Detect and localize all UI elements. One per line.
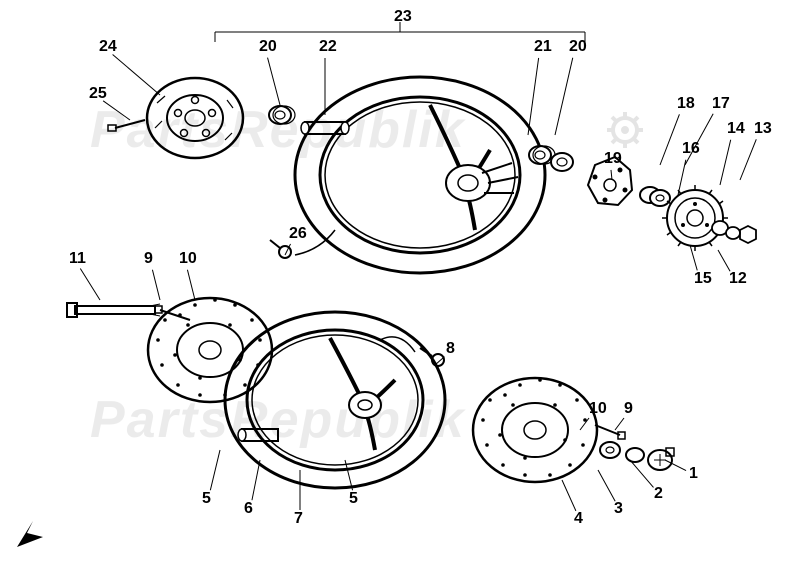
callout-10b: 10 [589,400,607,418]
callout-22: 22 [319,38,337,56]
callout-5b: 5 [349,490,358,508]
callout-26: 26 [289,225,307,243]
callout-19: 19 [604,150,622,168]
callout-2: 2 [654,485,663,503]
callout-12: 12 [729,270,747,288]
callout-16: 16 [682,140,700,158]
callout-24: 24 [99,38,117,56]
callout-25: 25 [89,85,107,103]
callout-3: 3 [614,500,623,518]
callout-4: 4 [574,510,583,528]
callout-7: 7 [294,510,303,528]
callout-10a: 10 [179,250,197,268]
orientation-arrow-icon [15,519,45,549]
callout-11: 11 [69,250,86,268]
callout-5a: 5 [202,490,211,508]
callout-9b: 9 [624,400,633,418]
callout-23: 23 [394,8,412,26]
line-art [0,0,800,564]
diagram-canvas: PartsRepublik PartsRepublik [0,0,800,564]
callout-15: 15 [694,270,712,288]
callout-6: 6 [244,500,253,518]
callout-18: 18 [677,95,695,113]
callout-13: 13 [754,120,772,138]
callout-9a: 9 [144,250,153,268]
callout-1: 1 [689,465,698,483]
callout-21: 21 [534,38,552,56]
callout-17: 17 [712,95,730,113]
callout-20a: 20 [259,38,277,56]
callout-14: 14 [727,120,745,138]
callout-20b: 20 [569,38,587,56]
callout-8: 8 [446,340,455,358]
